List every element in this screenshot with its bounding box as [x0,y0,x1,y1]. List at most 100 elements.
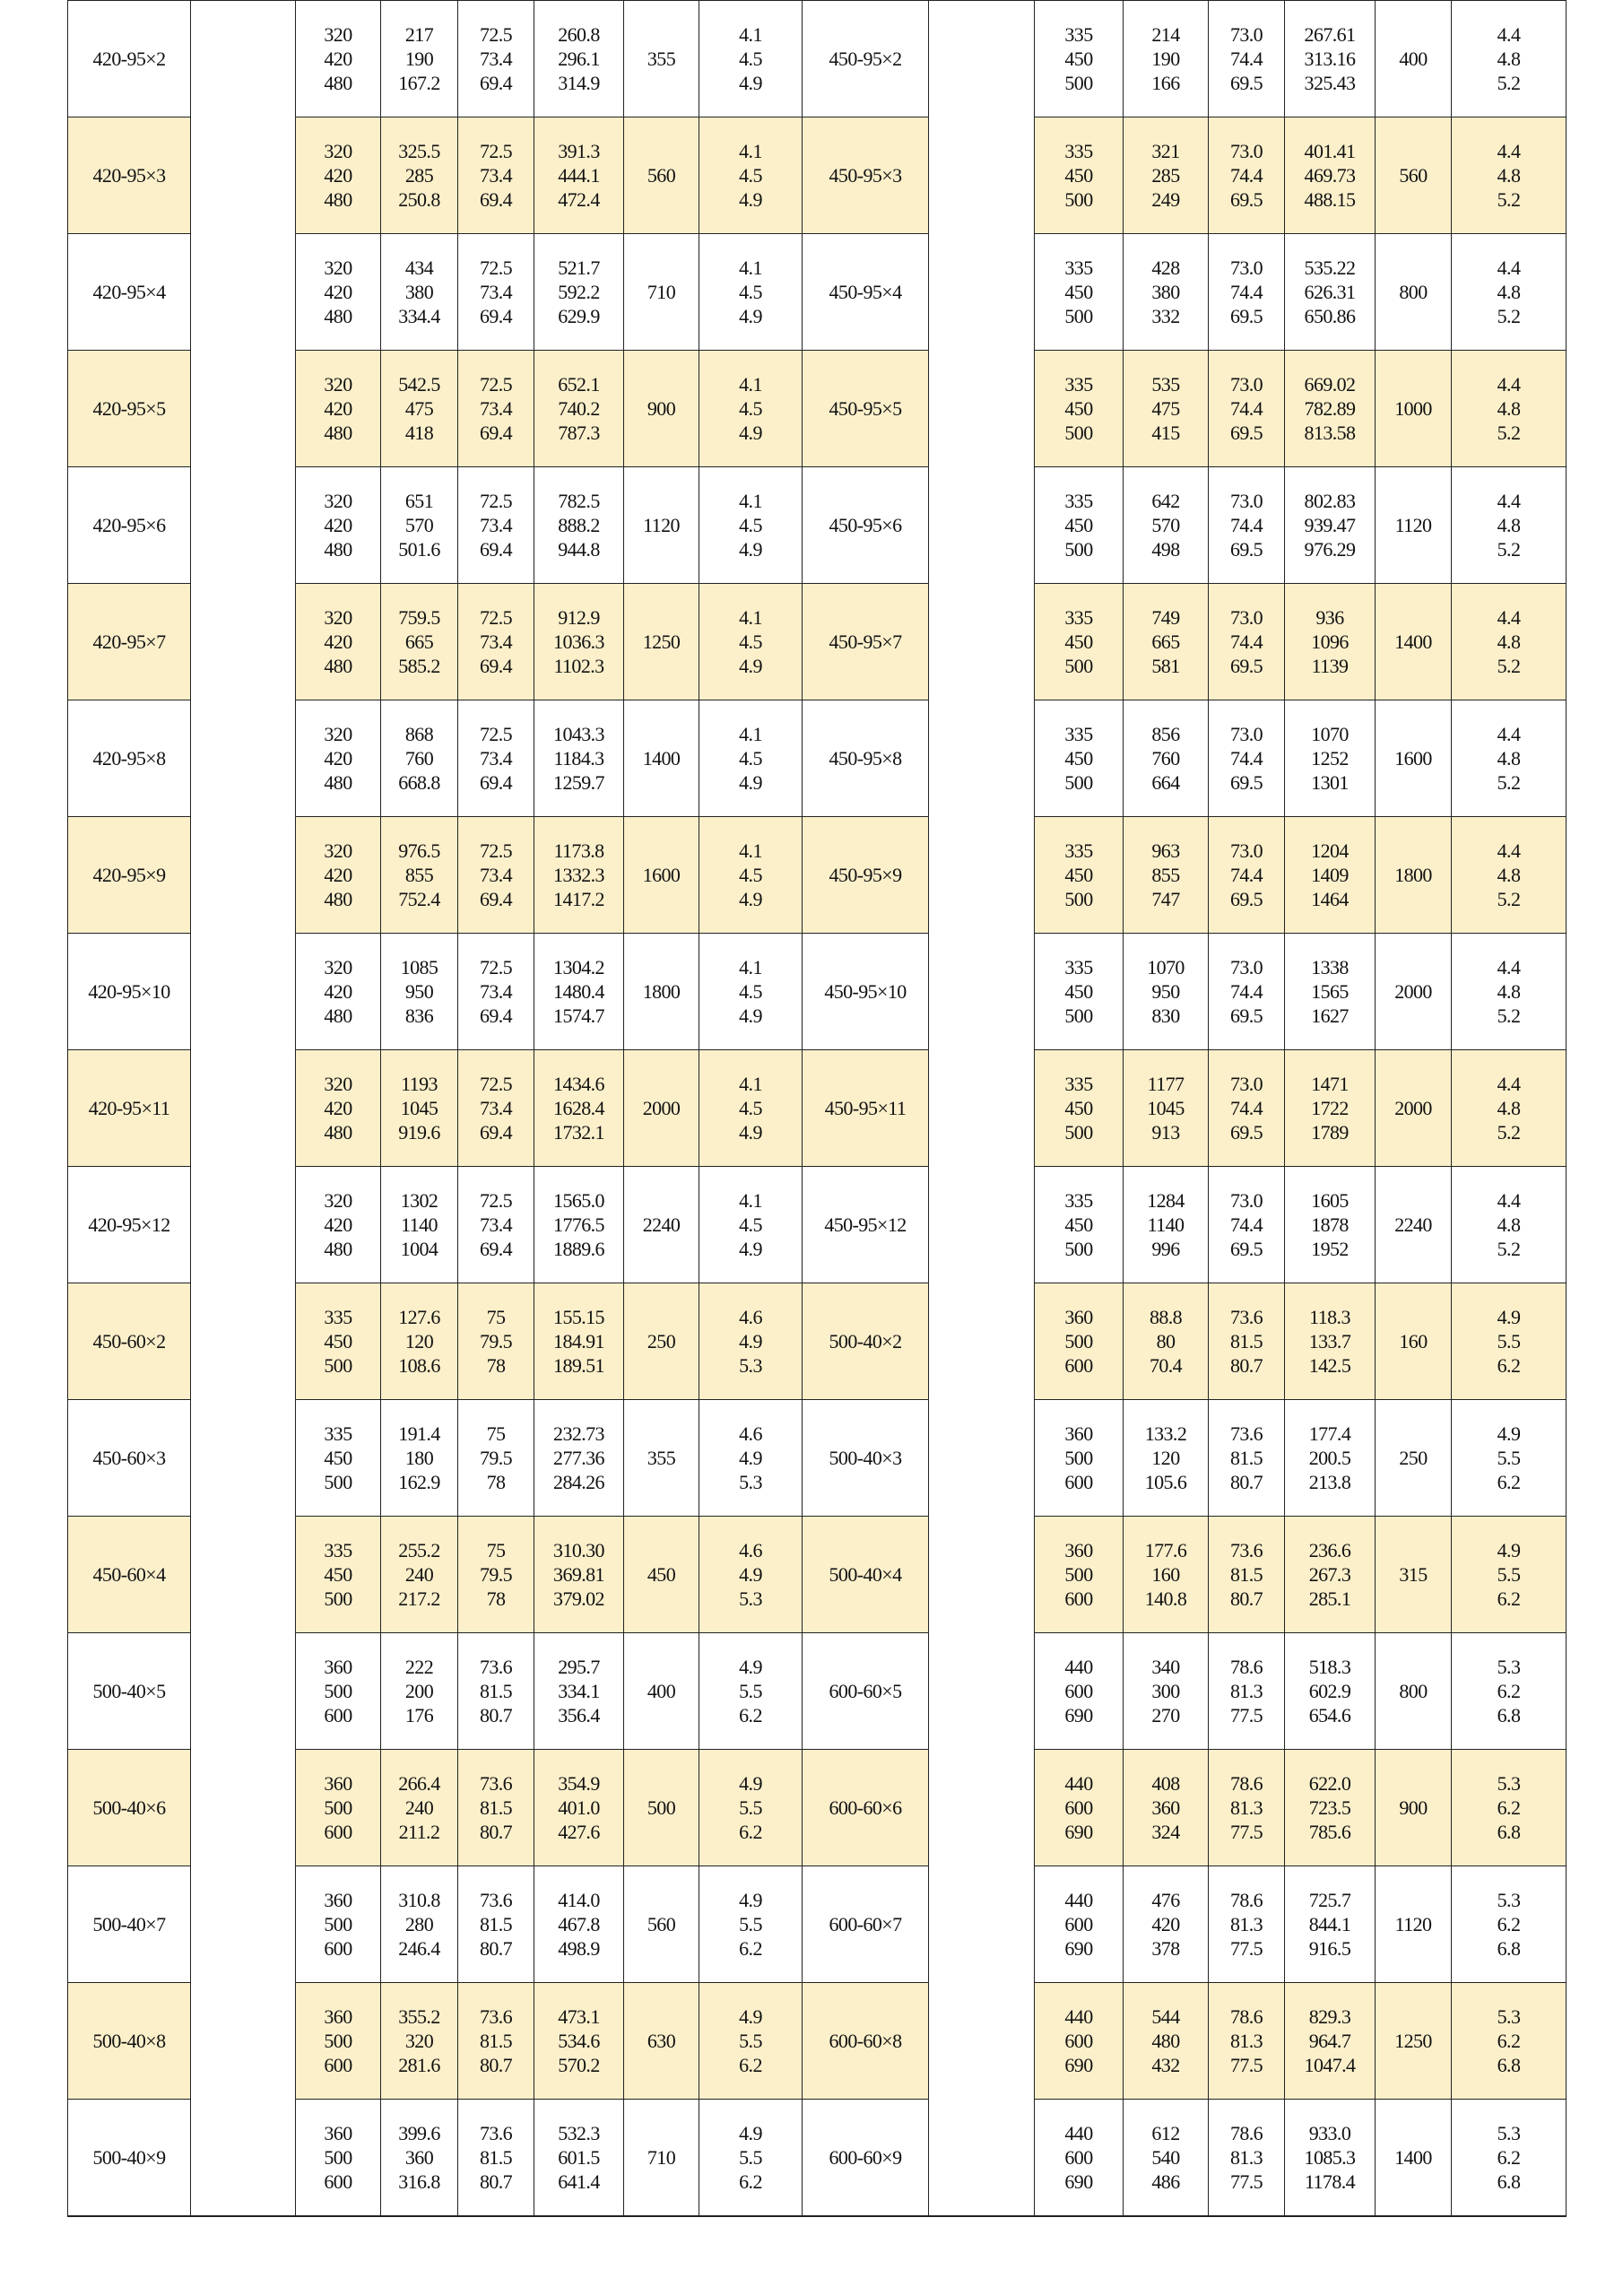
left-power-cell: 1565.0 1776.5 1889.6 [534,1166,624,1283]
efficiency-value: 74.4 [1229,1213,1263,1236]
left-npsh-cell: 4.1 4.5 4.9 [699,933,803,1050]
npsh-value: 4.1 [739,1073,762,1095]
speed-value: 690 [1064,1821,1093,1843]
npsh-value: 4.9 [1497,1306,1521,1328]
speed-value: 480 [324,538,352,561]
power-value: 592.2 [558,281,600,303]
right-speed-cell: 440 600 690 [1034,1866,1124,1983]
power-value: 532.3 [558,2122,600,2144]
flow-value: 250.8 [398,188,440,211]
right-npsh-cell: 5.3 6.2 6.8 [1451,2099,1567,2217]
flow-value: 836 [404,1004,434,1027]
npsh-value: 5.2 [1497,305,1521,327]
speed-value: 420 [324,1213,352,1236]
npsh-value: 4.5 [739,631,762,653]
speed-value: 480 [324,1004,352,1027]
speed-value: 420 [324,164,352,187]
npsh-value: 4.4 [1497,373,1521,396]
npsh-value: 4.9 [739,538,762,561]
right-flow-cell: 612 540 486 [1123,2099,1209,2217]
speed-value: 500 [1064,1238,1093,1260]
efficiency-value: 69.4 [479,655,513,677]
flow-value: 191.4 [398,1422,440,1445]
table-row: 450-60×4 335 450 500 255.2 240 217.2 75 79.5 78 31… [67,1516,1567,1633]
left-npsh-cell: 4.1 4.5 4.9 [699,700,803,817]
power-value: 1184.3 [553,747,604,770]
right-flow-cell: 535 475 415 [1123,350,1209,467]
npsh-value: 5.5 [739,1796,762,1819]
power-value: 1301 [1311,771,1349,794]
table-row: 450-60×2 335 450 500 127.6 120 108.6 75 79.5 78 15… [67,1283,1567,1400]
flow-value: 340 [1151,1656,1180,1678]
left-speed-cell: 360 500 600 [295,1749,381,1866]
efficiency-value: 69.5 [1229,538,1263,561]
right-power-cell: 267.61 313.16 325.43 [1284,0,1376,117]
left-flow-cell: 1193 1045 919.6 [380,1049,458,1167]
efficiency-value: 69.5 [1229,771,1263,794]
left-model-cell: 420-95×9 [67,816,191,934]
npsh-value: 4.8 [1497,48,1521,70]
speed-value: 335 [1064,257,1093,279]
table-row: 420-95×2 320 420 480 217 190 167.2 72.5 73.4 69.4… [67,0,1567,117]
left-npsh-cell: 4.9 5.5 6.2 [699,2099,803,2217]
right-speed-cell: 440 600 690 [1034,2099,1124,2217]
efficiency-value: 73.6 [479,1889,513,1911]
power-value: 888.2 [558,514,600,536]
speed-value: 335 [324,1539,352,1561]
flow-value: 1177 [1147,1073,1185,1095]
left-motor-cell: 355 [623,1399,699,1517]
left-motor-cell: 560 [623,117,699,234]
efficiency-value: 69.4 [479,305,513,327]
efficiency-value: 73.4 [479,164,513,187]
right-npsh-cell: 5.3 6.2 6.8 [1451,1632,1567,1750]
npsh-value: 6.8 [1497,1704,1521,1726]
right-power-cell: 622.0 723.5 785.6 [1284,1749,1376,1866]
power-value: 391.3 [558,140,600,162]
npsh-value: 6.2 [1497,2030,1521,2052]
speed-value: 420 [324,864,352,886]
right-motor-cell: 1250 [1375,1982,1452,2100]
left-power-cell: 1434.6 1628.4 1732.1 [534,1049,624,1167]
right-flow-cell: 544 480 432 [1123,1982,1209,2100]
npsh-value: 5.3 [1497,2122,1521,2144]
flow-value: 80 [1156,1330,1176,1352]
empty-column-cell [190,117,296,234]
npsh-value: 4.1 [739,1189,762,1212]
left-efficiency-cell: 72.5 73.4 69.4 [457,350,534,467]
speed-value: 420 [324,281,352,303]
right-speed-cell: 335 450 500 [1034,816,1124,934]
power-value: 1173.8 [553,839,604,862]
power-value: 1338 [1311,956,1349,978]
left-model-cell: 420-95×3 [67,117,191,234]
power-value: 785.6 [1308,1821,1351,1843]
right-speed-cell: 335 450 500 [1034,233,1124,351]
npsh-value: 4.9 [739,1238,762,1260]
right-model-cell: 450-95×11 [802,1049,929,1167]
speed-value: 480 [324,422,352,444]
power-value: 740.2 [558,397,600,420]
efficiency-value: 74.4 [1229,631,1263,653]
left-speed-cell: 320 420 480 [295,233,381,351]
flow-value: 950 [1151,980,1180,1003]
efficiency-value: 73.0 [1229,1073,1263,1095]
left-efficiency-cell: 72.5 73.4 69.4 [457,1166,534,1283]
efficiency-value: 79.5 [479,1563,513,1586]
right-efficiency-cell: 73.0 74.4 69.5 [1208,583,1285,700]
power-value: 236.6 [1308,1539,1351,1561]
left-npsh-cell: 4.1 4.5 4.9 [699,233,803,351]
npsh-value: 6.8 [1497,2054,1521,2076]
speed-value: 360 [324,1656,352,1678]
speed-value: 480 [324,888,352,910]
empty-column-cell [190,466,296,584]
left-npsh-cell: 4.1 4.5 4.9 [699,350,803,467]
speed-value: 500 [1064,1121,1093,1144]
npsh-value: 5.2 [1497,771,1521,794]
efficiency-value: 73.0 [1229,490,1263,512]
right-npsh-cell: 5.3 6.2 6.8 [1451,1982,1567,2100]
right-power-cell: 725.7 844.1 916.5 [1284,1866,1376,1983]
speed-value: 335 [1064,373,1093,396]
flow-value: 585.2 [398,655,440,677]
left-motor-cell: 400 [623,1632,699,1750]
right-flow-cell: 214 190 166 [1123,0,1209,117]
npsh-value: 6.8 [1497,1821,1521,1843]
